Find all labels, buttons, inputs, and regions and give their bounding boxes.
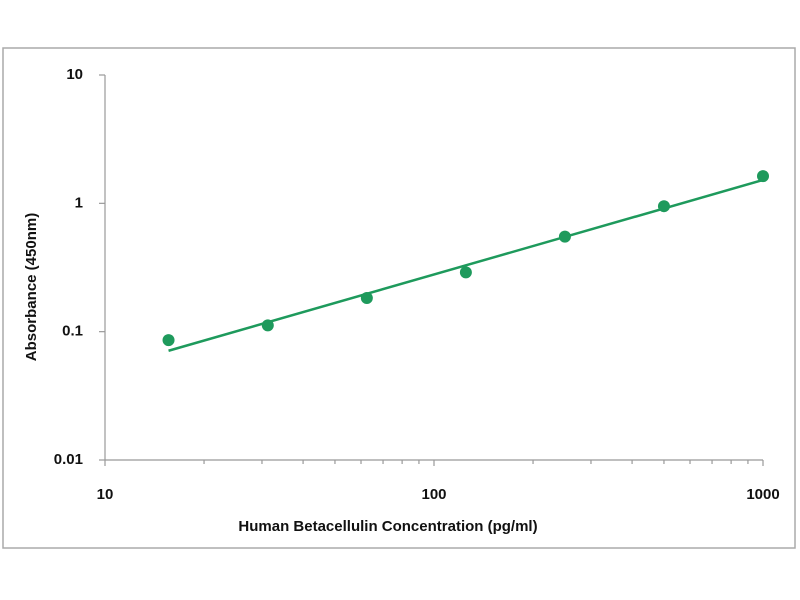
data-point	[261, 319, 274, 332]
y-axis-label: Absorbance (450nm)	[23, 213, 40, 361]
data-point	[558, 230, 571, 243]
data-point	[657, 200, 670, 213]
x-tick-label: 1000	[746, 486, 779, 503]
x-axis-label: Human Betacellulin Concentration (pg/ml)	[238, 518, 537, 535]
y-tick-label: 10	[66, 66, 83, 83]
y-tick-label: 0.1	[62, 323, 83, 340]
data-point	[360, 291, 373, 304]
data-point	[162, 334, 175, 347]
data-point	[459, 266, 472, 279]
y-tick-label: 1	[75, 194, 83, 211]
y-tick-label: 0.01	[54, 451, 83, 468]
x-tick-label: 10	[97, 486, 114, 503]
chart-frame	[2, 47, 796, 549]
data-point	[757, 170, 769, 183]
x-tick-label: 100	[421, 486, 446, 503]
